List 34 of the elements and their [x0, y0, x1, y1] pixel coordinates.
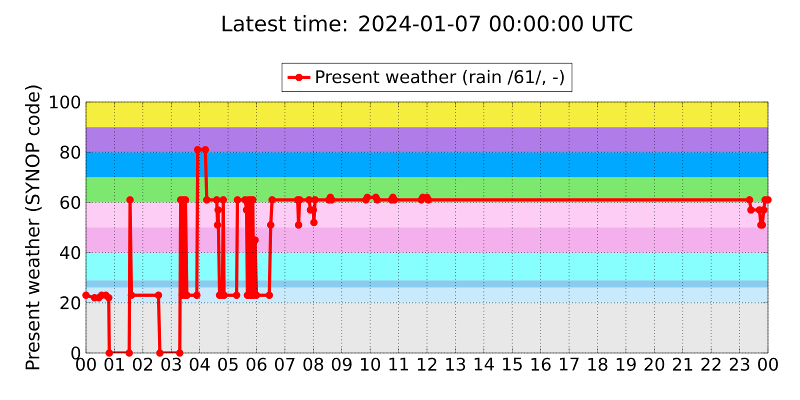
- x-tick-label: 15: [503, 358, 522, 371]
- x-tick-label: 01: [104, 358, 124, 371]
- x-tick-label: 02: [132, 358, 152, 371]
- x-tick-label: 09: [332, 358, 352, 371]
- y-tick-label: 60: [60, 196, 80, 209]
- x-tick-label: 21: [673, 358, 692, 371]
- legend-label: Present weather (rain /61/, -): [316, 70, 564, 86]
- x-tick-label: 06: [246, 358, 266, 371]
- x-tick-label: 16: [532, 358, 551, 371]
- x-tick-label: 14: [474, 358, 494, 370]
- x-tick-label: 04: [190, 358, 210, 371]
- x-tick-label: 22: [701, 358, 720, 371]
- x-tick-label: 11: [389, 358, 408, 370]
- x-tick-label: 08: [303, 358, 324, 371]
- x-tick-label: 00: [758, 358, 778, 371]
- y-tick-label: 20: [60, 296, 80, 310]
- x-tick-label: 18: [588, 358, 608, 371]
- x-tick-label: 00: [76, 358, 96, 371]
- y-axis-title: Present weather (SYNOP code): [25, 86, 42, 370]
- y-tick-label: 0: [71, 346, 80, 360]
- y-tick-label: 80: [60, 146, 80, 159]
- x-tick-label: 05: [218, 358, 238, 371]
- x-tick-label: 12: [418, 358, 436, 371]
- x-tick-label: 07: [275, 358, 294, 371]
- y-tick-label: 40: [60, 246, 80, 260]
- x-tick-label: 23: [730, 358, 750, 371]
- y-tick-label: 100: [50, 95, 80, 109]
- x-tick-label: 10: [361, 358, 380, 371]
- chart-title: Latest time: 2024-01-07 00:00:00 UTC: [222, 15, 632, 32]
- x-tick-label: 20: [644, 358, 664, 371]
- x-tick-label: 13: [446, 358, 466, 371]
- x-tick-label: 03: [161, 358, 181, 371]
- x-tick-label: 17: [560, 358, 579, 370]
- x-tick-label: 19: [616, 358, 636, 371]
